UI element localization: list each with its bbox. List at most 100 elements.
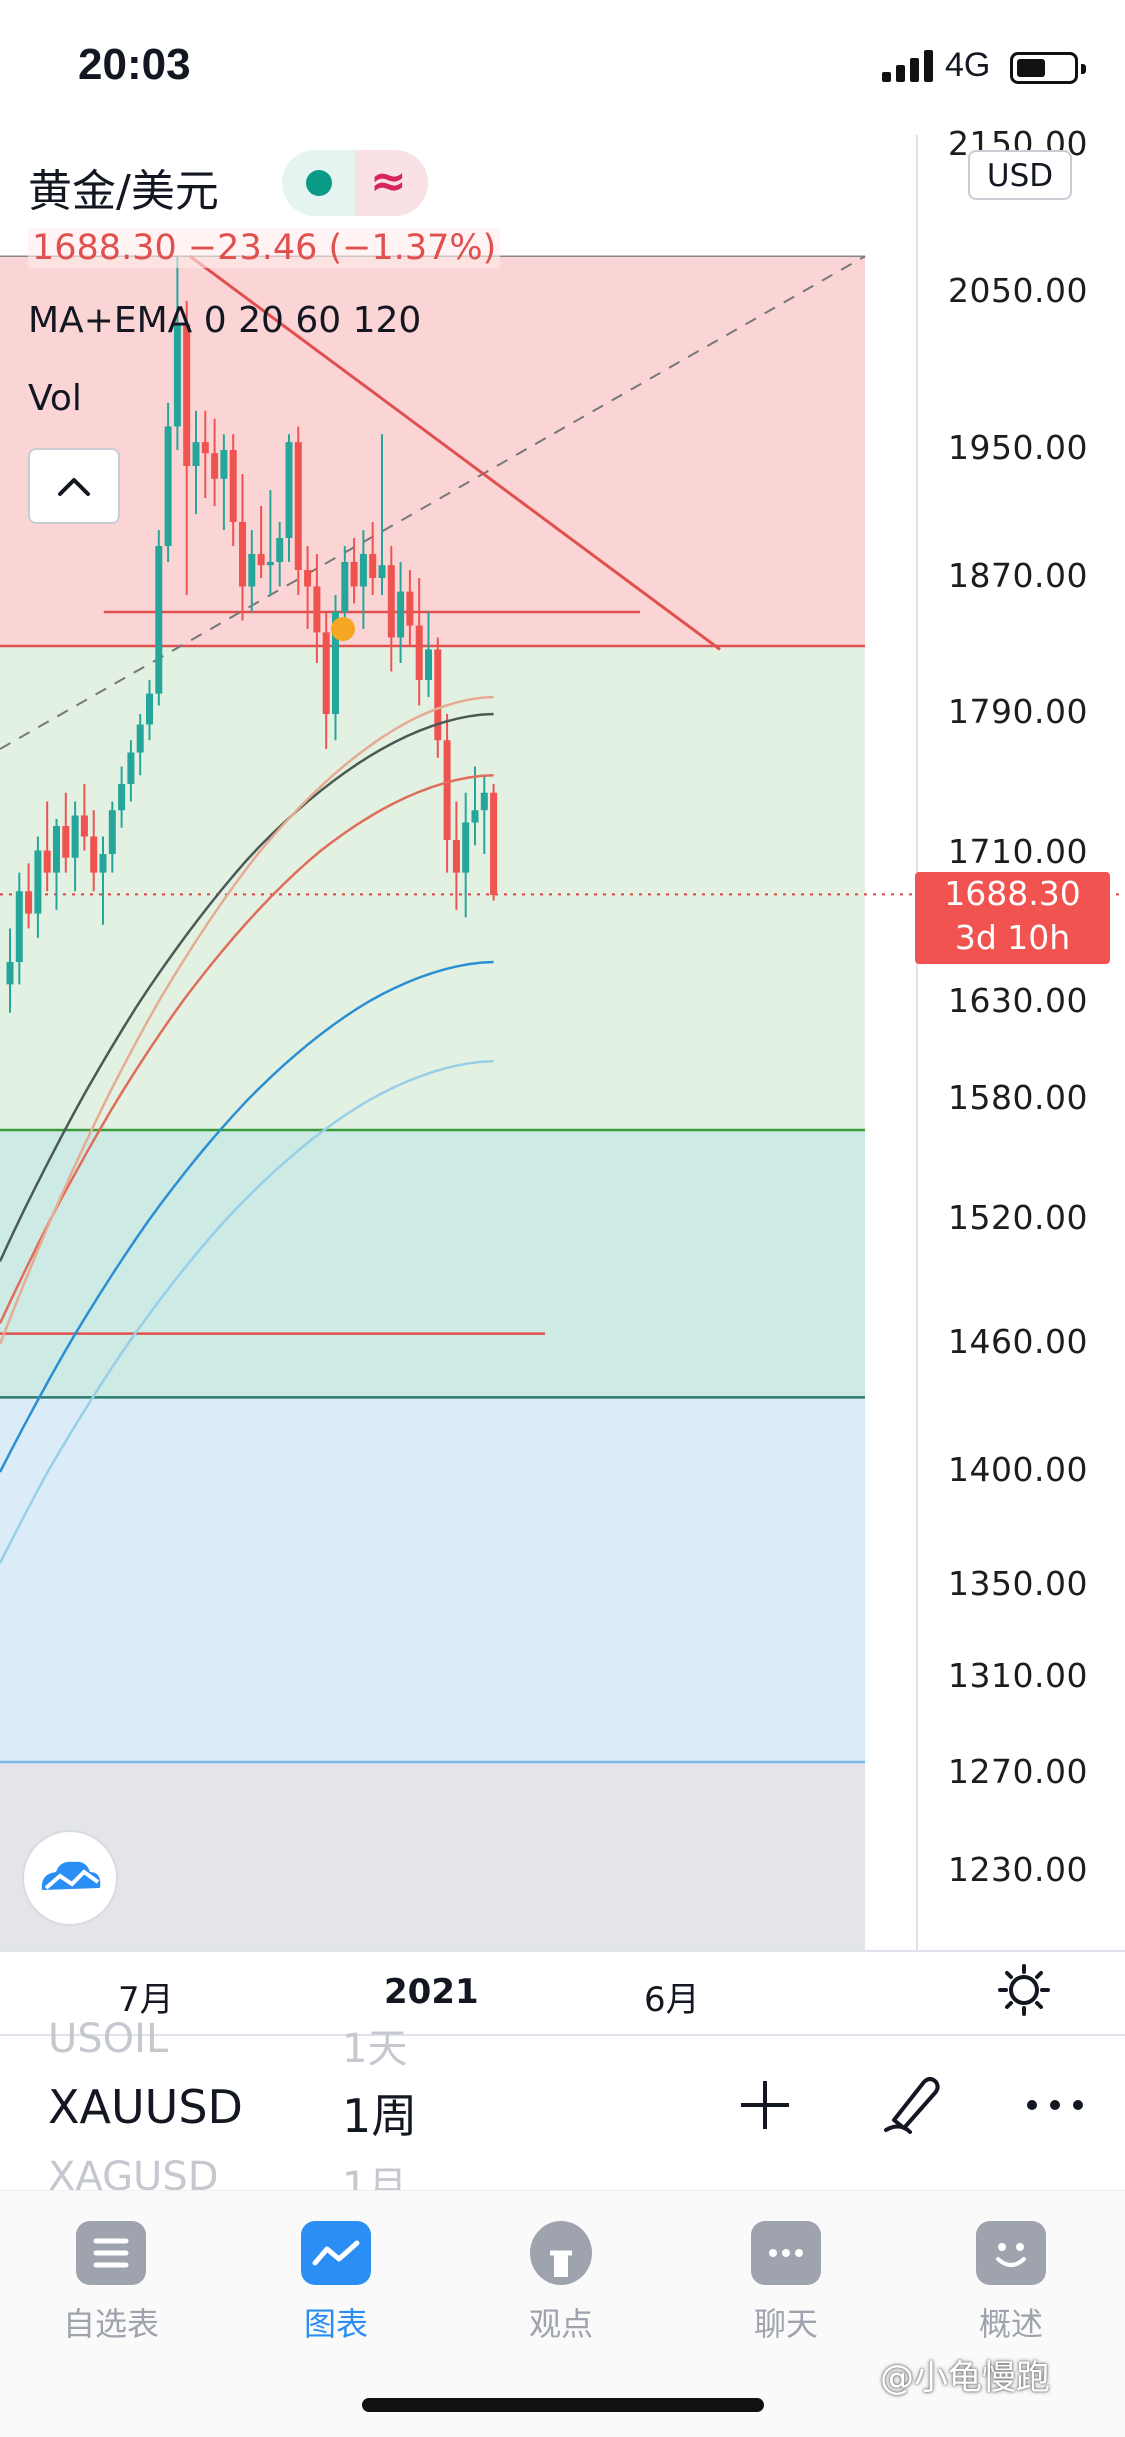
candle-body: [173, 324, 181, 427]
price-tick: 1790.00: [948, 692, 1088, 731]
event-marker: [331, 617, 355, 641]
candle-body: [248, 554, 256, 587]
candle-body: [415, 625, 423, 680]
candle-body: [229, 450, 237, 522]
price-tick: 1350.00: [948, 1564, 1088, 1603]
candle-body: [369, 554, 377, 578]
price-tick: 1520.00: [948, 1198, 1088, 1237]
candle-body: [266, 562, 274, 566]
tab-overview[interactable]: 概述: [936, 2209, 1086, 2359]
candle-body: [359, 554, 367, 587]
picker-symbol-prev[interactable]: USOIL: [48, 2016, 169, 2062]
chevron-up-icon: [58, 478, 90, 496]
price-tick: 1630.00: [948, 981, 1088, 1020]
status-bar: 20:03 4G: [0, 0, 1125, 130]
draw-pen-icon[interactable]: [880, 2068, 944, 2138]
price-tick: 1950.00: [948, 428, 1088, 467]
candle-body: [480, 792, 488, 811]
watermark: @小龟慢跑: [880, 2358, 1050, 2398]
candle-body: [15, 891, 23, 963]
candle-body: [304, 570, 312, 587]
tab-label: 自选表: [62, 2305, 159, 2343]
cloud-chart-icon: [41, 1861, 101, 1890]
indicator-legend[interactable]: MA+EMA 0 20 60 120: [28, 300, 422, 341]
battery-icon: [1010, 52, 1086, 84]
price-zone: [0, 1397, 865, 1762]
time-tick: 2021: [384, 1972, 479, 2012]
add-icon[interactable]: [735, 2075, 795, 2135]
price-tick: 1400.00: [948, 1450, 1088, 1489]
price-tick: 1230.00: [948, 1850, 1088, 1889]
network-label: 4G: [945, 46, 991, 84]
tradingview-logo-button[interactable]: [22, 1830, 118, 1926]
candle-body: [239, 522, 246, 587]
candle-body: [341, 562, 349, 612]
symbol-title[interactable]: 黄金/美元: [28, 166, 219, 217]
signal-icon: [882, 50, 933, 82]
price-zone: [0, 1762, 865, 1950]
candle-body: [183, 324, 191, 466]
picker-symbol-selected[interactable]: XAUUSD: [48, 2080, 243, 2134]
candle-body: [452, 840, 460, 873]
candle-body: [220, 450, 228, 479]
price-tick: 1460.00: [948, 1322, 1088, 1361]
bottom-tab-bar: 自选表 图表 观点 聊天 概述: [0, 2190, 1125, 2437]
candle-body: [201, 442, 209, 454]
candle-body: [490, 792, 498, 895]
overview-icon: [976, 2221, 1046, 2285]
currency-button[interactable]: USD: [968, 150, 1072, 200]
candle-body: [397, 591, 405, 638]
tab-label: 图表: [303, 2305, 368, 2343]
status-time: 20:03: [78, 40, 191, 89]
picker-interval-prev[interactable]: 1天: [342, 2026, 408, 2072]
candle-body: [462, 822, 470, 873]
tab-ideas[interactable]: 观点: [486, 2209, 636, 2359]
candle-body: [332, 612, 339, 714]
tab-chat[interactable]: 聊天: [711, 2209, 861, 2359]
candle-body: [136, 724, 144, 753]
candle-body: [108, 810, 116, 854]
candle-body: [387, 565, 395, 638]
candle-body: [155, 546, 163, 694]
time-tick: 6月: [644, 1980, 700, 2020]
watchlist-icon: [76, 2221, 146, 2285]
moving-average-line: [0, 712, 494, 1262]
price-zone: [0, 646, 865, 1130]
market-status-pill[interactable]: ≈: [282, 150, 428, 216]
volume-legend[interactable]: Vol: [28, 378, 82, 419]
tab-watchlist[interactable]: 自选表: [36, 2209, 186, 2359]
tab-label: 聊天: [753, 2305, 818, 2343]
candle-body: [294, 442, 302, 570]
candle-body: [146, 693, 153, 725]
candle-body: [43, 850, 51, 873]
candle-body: [118, 784, 126, 811]
candle-body: [127, 752, 135, 784]
candle-body: [276, 538, 284, 562]
moving-average-line: [0, 774, 494, 1324]
tab-chart[interactable]: 图表: [261, 2209, 411, 2359]
moving-average-line: [0, 960, 494, 1473]
price-tick: 1580.00: [948, 1078, 1088, 1117]
trend-line-dashed: [0, 255, 866, 750]
home-indicator[interactable]: [362, 2398, 764, 2412]
more-icon[interactable]: [1020, 2075, 1090, 2135]
realtime-wave-icon: ≈: [370, 156, 407, 207]
time-axis[interactable]: 7月 2021 6月: [0, 1950, 1125, 2036]
tab-label: 概述: [978, 2305, 1043, 2343]
picker-interval-selected[interactable]: 1周: [342, 2089, 418, 2143]
candle-body: [322, 632, 330, 714]
price-tick: 1870.00: [948, 556, 1088, 595]
ideas-icon: [530, 2221, 592, 2285]
candle-body: [443, 740, 451, 840]
collapse-legend-button[interactable]: [28, 448, 120, 524]
bar-countdown: 3d 10h: [954, 918, 1071, 957]
candle-body: [164, 426, 172, 546]
candle-body: [350, 562, 358, 587]
chart-settings-icon[interactable]: [994, 1960, 1054, 2020]
time-tick: 7月: [118, 1980, 174, 2020]
candle-body: [406, 591, 414, 626]
moving-average-line: [0, 1059, 494, 1564]
candle-body: [62, 826, 70, 858]
last-price-value: 1688.30: [944, 874, 1081, 913]
last-price-tag: 1688.30 3d 10h: [915, 872, 1110, 964]
